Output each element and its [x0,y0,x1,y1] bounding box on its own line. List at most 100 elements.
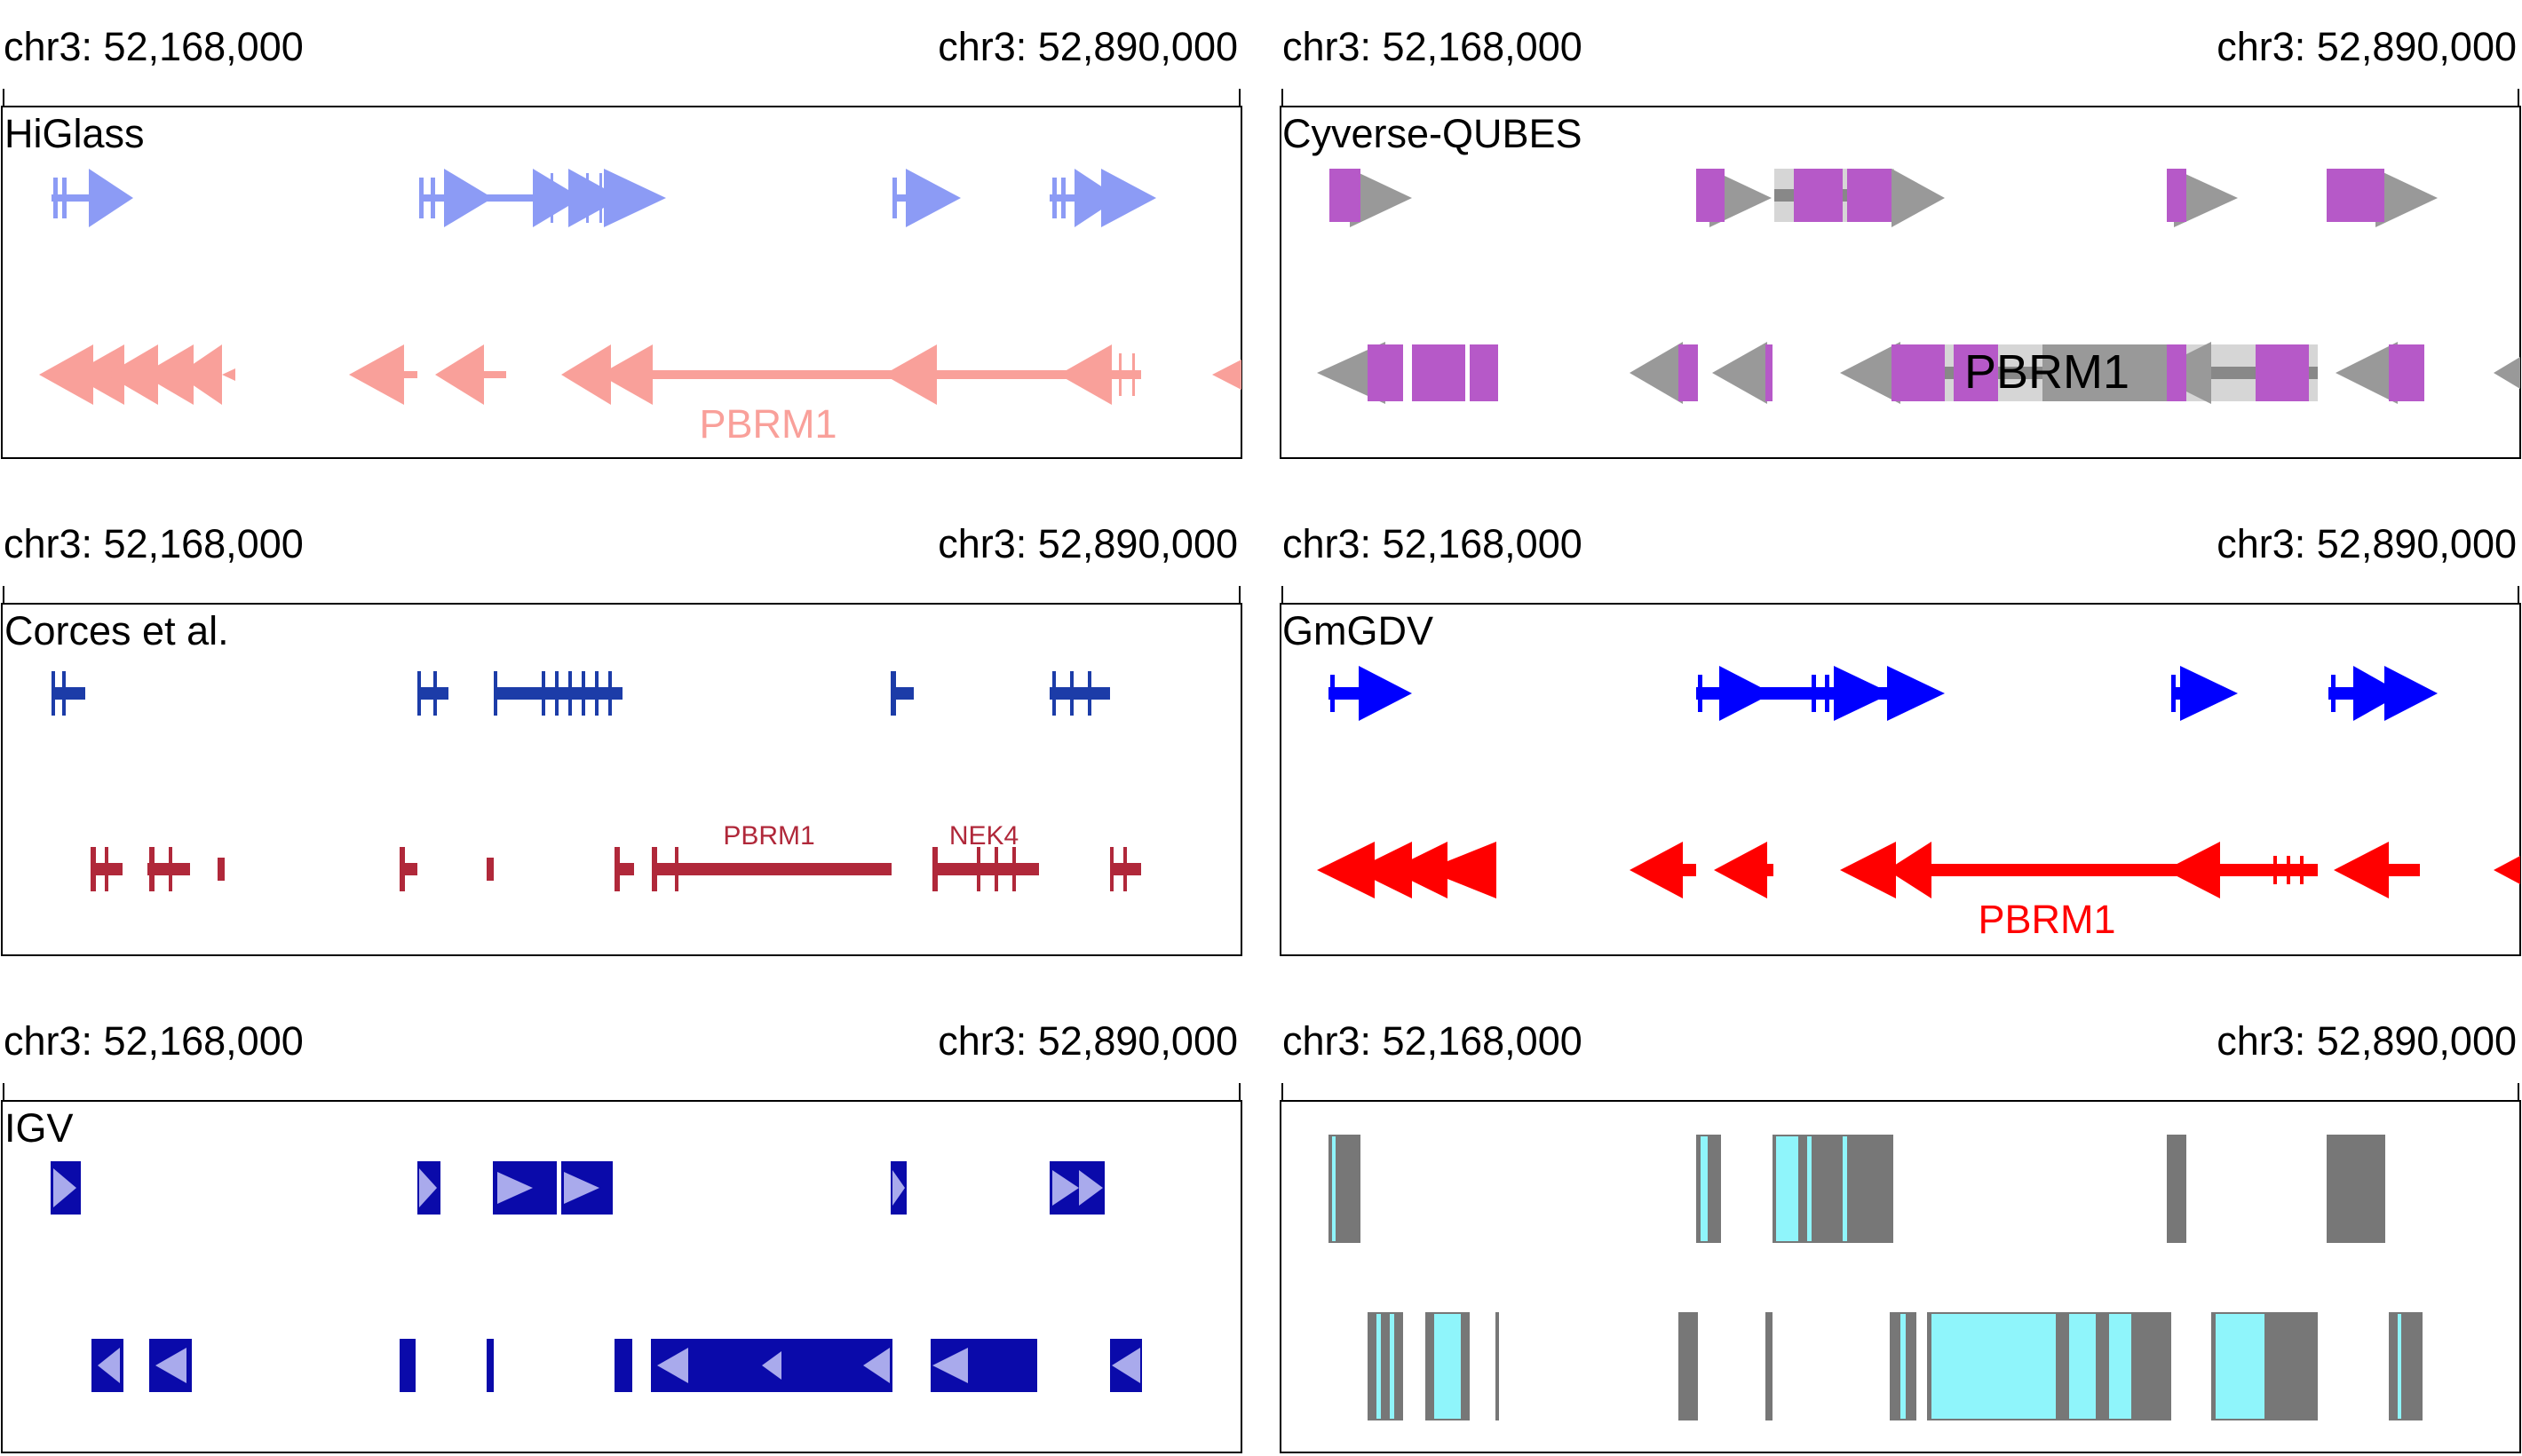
gene-label-pbrm1: PBRM1 [1964,345,2129,399]
strand-arrow [142,344,194,405]
strand-arrow [1834,666,1892,721]
panel-higlass: chr3: 52,168,000 chr3: 52,890,000 HiGlas… [1,24,1242,459]
exon [977,847,980,891]
exon [1439,344,1465,401]
strand-arrow [533,169,582,227]
transcript-line [1050,687,1110,700]
panel-corces: chr3: 52,168,000 chr3: 52,890,000 Corces… [1,521,1242,956]
exon-highlight [1776,1136,1798,1241]
axis-right-label: chr3: 52,890,000 [938,24,1238,69]
strand-arrow [884,344,937,405]
exon [169,847,172,891]
transcript-line [1763,864,1773,876]
exon [433,671,437,716]
strand-arrow [1892,169,1945,227]
exon [2327,169,2384,222]
strand-arrow [1052,1170,1079,1206]
gene-label-pbrm1: PBRM1 [699,401,837,447]
exon [417,671,421,716]
plus-strand-bars [1328,1135,2385,1243]
exon [494,671,497,716]
transcript-line [891,687,914,700]
strand-arrow [1887,666,1945,721]
exon [1088,671,1091,716]
exon [2273,856,2277,884]
strand-arrow [497,1172,533,1204]
panel-title: Corces et al. [4,608,229,653]
exon-highlight [2109,1314,2131,1419]
strand-arrow [1101,169,1156,227]
strand-arrow [1714,842,1767,898]
strand-arrow [1709,169,1772,227]
exon [932,847,938,891]
exon [149,847,155,891]
exon [91,847,96,891]
strand-arrow [1712,342,1767,404]
strand-arrow [53,1168,76,1207]
transcript-line [2384,864,2420,876]
exon [52,671,55,716]
strand-arrow [1317,842,1375,898]
strand-arrow [657,1348,688,1383]
strand-arrow [1059,344,1112,405]
axis-right-label: chr3: 52,890,000 [2217,1018,2517,1064]
transcript-line [1927,864,2318,876]
strand-arrow [2353,666,2402,721]
transcript-line [652,863,892,875]
panel-frame [1,603,1242,956]
axis-right-label: chr3: 52,890,000 [2217,24,2517,69]
exon [1012,847,1016,891]
gene-bar [2327,1135,2385,1243]
strand-arrow [89,169,133,227]
axis-ruler [1281,1083,2519,1102]
transcript-line [417,687,448,700]
exon [1070,671,1074,716]
strand-arrow [2375,169,2438,227]
exon [1892,344,1945,401]
exon [586,173,589,223]
exon [1954,344,1998,401]
exon-highlight [1701,1136,1708,1241]
axis-left-label: chr3: 52,168,000 [1282,521,1582,566]
exon [1119,353,1122,396]
exon [568,671,572,716]
strand-arrow [1350,169,1412,227]
gene-block [615,1339,632,1392]
strand-arrow [2165,842,2220,898]
gene-block [400,1339,416,1392]
axis-left-label: chr3: 52,168,000 [4,521,304,566]
transcript-line [391,371,417,378]
exon [891,671,896,716]
exon [1123,847,1127,891]
strand-arrow [2174,169,2238,227]
panel-title: HiGlass [4,111,145,156]
strand-arrow [39,344,93,405]
strand-arrow [1425,842,1496,898]
exon [2167,169,2186,222]
strand-arrow [568,169,622,227]
strand-arrow [561,344,611,405]
axis-ruler [3,586,1241,605]
exon [2256,344,2309,401]
strand-arrow [419,1168,437,1207]
exon [62,671,66,716]
strand-arrow [1354,842,1412,898]
exon [2300,856,2304,884]
exon [1812,675,1816,712]
plus-strand-transcripts [52,169,1156,227]
exon [1696,169,1725,222]
transcript-line [52,194,96,202]
exon [1470,344,1498,401]
gene-block [487,1339,494,1392]
axis-left-label: chr3: 52,168,000 [1282,1018,1582,1064]
exon [400,847,405,891]
panel-igv: chr3: 52,168,000 chr3: 52,890,000 IGV [1,1018,1242,1453]
exon [582,671,585,716]
exon-highlight [1332,1136,1336,1241]
minus-strand-transcripts: PBRM1 [39,344,1241,447]
exon [1052,671,1056,716]
exon [615,847,620,891]
strand-arrow [71,344,124,405]
transcript-line [1678,864,1696,876]
